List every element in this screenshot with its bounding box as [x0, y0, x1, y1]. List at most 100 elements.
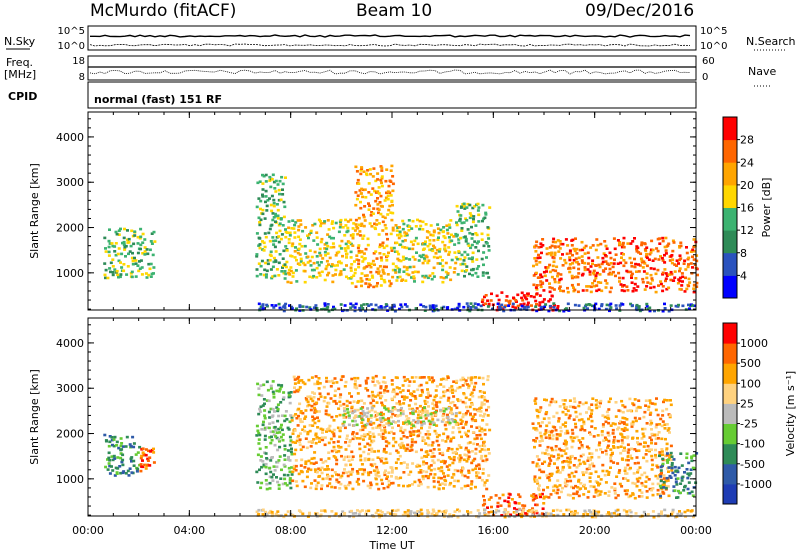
echo-cell — [459, 422, 463, 425]
echo-cell — [276, 408, 280, 411]
echo-cell — [467, 429, 470, 433]
echo-cell — [104, 250, 108, 253]
echo-cell — [454, 450, 458, 454]
echo-cell — [420, 376, 424, 379]
echo-cell — [650, 432, 654, 436]
echo-cell — [359, 458, 363, 462]
echo-cell — [560, 454, 564, 458]
echo-cell — [381, 270, 385, 274]
echo-cell — [435, 439, 439, 443]
echo-cell — [307, 440, 311, 444]
echo-cell — [344, 416, 348, 419]
echo-cell — [422, 460, 426, 464]
echo-cell — [616, 262, 620, 265]
echo-cell — [271, 414, 275, 417]
echo-cell — [391, 229, 395, 232]
echo-cell — [538, 261, 542, 264]
echo-cell — [677, 262, 680, 265]
echo-cell — [467, 471, 471, 474]
echo-cell — [412, 380, 416, 383]
echo-cell — [665, 447, 669, 450]
echo-cell — [553, 278, 557, 281]
echo-cell — [264, 452, 268, 455]
echo-cell — [687, 481, 691, 484]
echo-cell — [578, 401, 582, 404]
echo-cell — [384, 440, 388, 443]
echo-cell — [663, 268, 667, 271]
echo-cell — [537, 458, 541, 461]
echo-cell — [371, 432, 375, 436]
echo-cell — [345, 437, 349, 441]
echo-cell — [481, 459, 485, 463]
echo-cell — [580, 259, 584, 262]
echo-cell — [444, 440, 448, 443]
echo-cell — [620, 252, 624, 255]
echo-cell — [332, 419, 336, 422]
echo-cell — [585, 411, 588, 414]
echo-cell — [665, 399, 669, 402]
echo-cell — [433, 514, 437, 517]
echo-cell — [305, 475, 309, 479]
echo-cell — [490, 505, 493, 509]
echo-cell — [386, 475, 389, 478]
echo-cell — [308, 511, 311, 515]
echo-cell — [654, 290, 658, 294]
echo-cell — [412, 419, 416, 422]
echo-cell — [577, 256, 581, 260]
echo-cell — [626, 435, 630, 438]
echo-cell — [335, 473, 338, 476]
echo-cell — [271, 212, 275, 215]
echo-cell — [152, 266, 156, 269]
echo-cell — [350, 275, 354, 279]
colorbar-tick-label: -1000 — [740, 478, 772, 491]
echo-cell — [343, 234, 347, 237]
echo-cell — [139, 243, 143, 247]
echo-cell — [558, 287, 561, 290]
echo-cell — [480, 300, 484, 303]
echo-cell — [411, 411, 415, 414]
echo-cell — [275, 389, 279, 393]
echo-cell — [547, 512, 551, 515]
echo-cell — [392, 390, 396, 393]
echo-cell — [568, 258, 572, 262]
echo-cell — [620, 428, 624, 431]
echo-cell — [320, 270, 324, 274]
echo-cell — [311, 419, 315, 422]
echo-cell — [645, 490, 649, 493]
echo-cell — [339, 303, 343, 306]
echo-cell — [270, 304, 274, 307]
echo-cell — [441, 280, 445, 284]
echo-cell — [683, 484, 687, 488]
nsky-label: N.Sky — [4, 35, 36, 48]
echo-cell — [373, 189, 377, 193]
echo-cell — [259, 273, 263, 276]
echo-cell — [373, 450, 377, 453]
echo-cell — [673, 489, 677, 492]
echo-cell — [576, 275, 580, 279]
echo-cell — [327, 457, 331, 460]
echo-cell — [496, 501, 500, 505]
echo-cell — [541, 300, 545, 304]
echo-cell — [348, 470, 351, 474]
echo-cell — [471, 267, 475, 271]
echo-cell — [571, 432, 575, 435]
echo-cell — [272, 204, 276, 208]
echo-cell — [651, 487, 655, 490]
echo-cell — [361, 195, 365, 199]
echo-cell — [387, 419, 391, 423]
echo-cell — [645, 422, 649, 425]
echo-cell — [129, 445, 133, 448]
echo-cell — [322, 385, 326, 389]
echo-cell — [309, 461, 313, 465]
echo-cell — [424, 442, 428, 445]
echo-cell — [261, 212, 265, 216]
echo-cell — [383, 425, 387, 429]
echo-cell — [259, 405, 263, 408]
echo-cell — [110, 436, 114, 439]
echo-cell — [297, 472, 301, 476]
echo-cell — [634, 307, 638, 311]
echo-cell — [604, 260, 608, 263]
echo-cell — [332, 445, 336, 449]
echo-cell — [453, 479, 457, 483]
echo-cell — [477, 515, 481, 519]
